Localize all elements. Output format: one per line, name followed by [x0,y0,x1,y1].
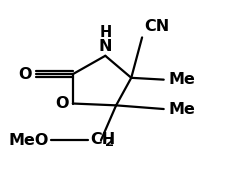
Text: 2: 2 [105,136,114,149]
Text: Me: Me [168,102,195,117]
Text: H: H [99,25,111,40]
Text: O: O [18,67,32,82]
Text: N: N [99,39,112,54]
Text: CN: CN [144,19,169,34]
Text: CH: CH [90,132,115,147]
Text: Me: Me [168,72,195,87]
Text: MeO: MeO [9,133,49,148]
Text: O: O [55,96,69,111]
